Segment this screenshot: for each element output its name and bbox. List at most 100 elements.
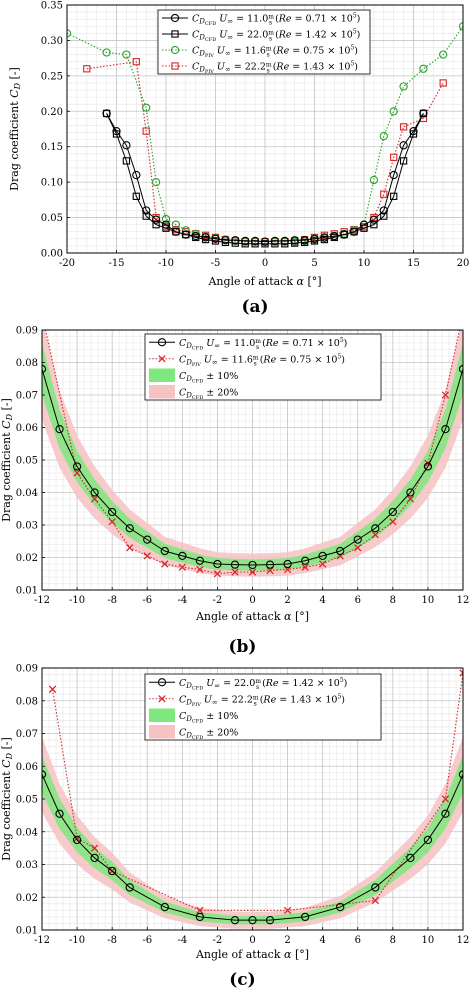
data-point — [171, 227, 181, 236]
data-point — [369, 215, 379, 224]
data-point — [340, 230, 349, 239]
y-tick-label: 0.03 — [16, 860, 38, 871]
data-point — [248, 568, 257, 576]
data-point — [423, 835, 433, 845]
data-point — [399, 123, 408, 131]
data-point — [231, 568, 239, 576]
series-line — [42, 774, 463, 921]
data-point — [260, 237, 270, 246]
data-point — [248, 560, 257, 570]
y-tick-label: 0.05 — [16, 456, 38, 467]
series-group — [42, 311, 466, 578]
data-point — [390, 192, 398, 200]
legend-label: CDCFD ± 10% — [179, 371, 238, 385]
data-point — [241, 236, 250, 246]
data-point — [161, 560, 169, 568]
data-point — [371, 896, 379, 905]
y-tick-label: 0.03 — [16, 521, 38, 532]
data-point — [90, 853, 99, 863]
data-point — [143, 552, 151, 560]
data-point — [201, 233, 210, 242]
x-tick-label: 12 — [457, 595, 470, 606]
data-point — [90, 495, 99, 503]
data-point — [441, 424, 450, 434]
legend-box — [157, 9, 371, 75]
y-tick-label: 0.30 — [41, 36, 63, 47]
data-point — [423, 462, 433, 471]
y-tick-label: 0.07 — [16, 729, 38, 740]
legend-entry: CDCFD ± 10% — [149, 368, 238, 385]
data-point — [459, 669, 463, 677]
data-point — [55, 424, 64, 434]
data-point — [122, 50, 131, 59]
data-point — [142, 206, 151, 215]
data-point — [231, 236, 240, 245]
x-tick-label: 10 — [422, 595, 435, 606]
y-tick-label: 0.02 — [16, 553, 38, 564]
data-point — [319, 560, 327, 568]
data-point — [419, 109, 428, 118]
x-tick-label: -5 — [211, 258, 221, 269]
legend-label: CDCFD U∞ = 22.0m s (Re = 1.42 × 105) — [192, 29, 360, 44]
data-point — [230, 560, 240, 569]
y-axis-label: Drag coefficient CD [-] — [8, 67, 22, 191]
data-point — [310, 234, 319, 243]
data-point — [371, 883, 380, 892]
data-point — [439, 50, 448, 59]
x-tick-label: -10 — [69, 935, 85, 946]
data-point — [409, 126, 418, 136]
x-tick-label: 6 — [355, 935, 361, 946]
data-point — [301, 563, 309, 571]
data-point — [399, 157, 408, 165]
data-point — [132, 192, 140, 200]
data-point — [126, 544, 134, 552]
y-tick-label: 0.20 — [41, 107, 63, 118]
legend-label: CDPIV U∞ = 11.6m s (Re = 0.75 × 105) — [179, 353, 345, 368]
y-tick-label: 0.08 — [16, 696, 38, 707]
y-tick-label: 0.05 — [41, 213, 63, 224]
legend-entry: CDPIV U∞ = 11.6m s (Re = 0.75 × 105) — [149, 353, 345, 368]
legend-entry: CDCFD U∞ = 11.0m s (Re = 0.71 × 105) — [149, 337, 347, 351]
data-point — [349, 227, 359, 236]
legend-label: CDPIV U∞ = 22.2m s (Re = 1.43 × 105) — [192, 61, 358, 76]
data-point — [406, 495, 415, 503]
data-point — [388, 507, 397, 517]
data-point — [318, 551, 327, 561]
data-point — [102, 109, 111, 118]
data-point — [195, 912, 205, 922]
legend-box — [144, 333, 382, 401]
y-tick-label: 0.01 — [16, 586, 38, 597]
data-point — [300, 556, 310, 565]
data-point — [181, 230, 190, 239]
data-point — [196, 565, 204, 574]
x-tick-label: 2 — [284, 935, 290, 946]
data-point — [280, 236, 289, 246]
data-point — [389, 107, 398, 116]
data-point — [371, 524, 380, 533]
legend-entry: CDPIV U∞ = 22.2m s (Re = 1.43 × 105) — [149, 693, 345, 708]
x-tick-label: -8 — [107, 595, 117, 606]
data-point — [390, 153, 398, 161]
data-point — [460, 311, 466, 317]
data-point — [142, 212, 150, 220]
data-point — [152, 221, 160, 229]
x-tick-label: -10 — [158, 258, 174, 269]
x-axis-label: Angle of attack α [°] — [195, 610, 309, 623]
y-tick-label: 0.00 — [41, 249, 63, 260]
chart-panel-b: -12 -10 -8 -6 -4 -2 0 2 4 6 8 10 12 0.01 0.02 0.03 0.04 0… — [0, 311, 470, 658]
legend-swatch — [149, 385, 175, 399]
x-tick-label: 20 — [457, 258, 470, 269]
data-point — [151, 177, 161, 187]
legend-box — [144, 673, 382, 741]
data-point — [213, 570, 222, 578]
data-point — [419, 64, 428, 73]
data-point — [270, 236, 280, 246]
x-tick-label: 5 — [311, 258, 317, 269]
data-point — [102, 48, 111, 57]
data-point — [160, 902, 169, 912]
x-tick-label: -12 — [34, 595, 50, 606]
y-axis-label: Drag coefficient CD [-] — [0, 398, 14, 522]
legend-swatch — [149, 725, 175, 739]
legend-entry: CDCFD U∞ = 11.0m s (Re = 0.71 × 105) — [162, 13, 360, 27]
